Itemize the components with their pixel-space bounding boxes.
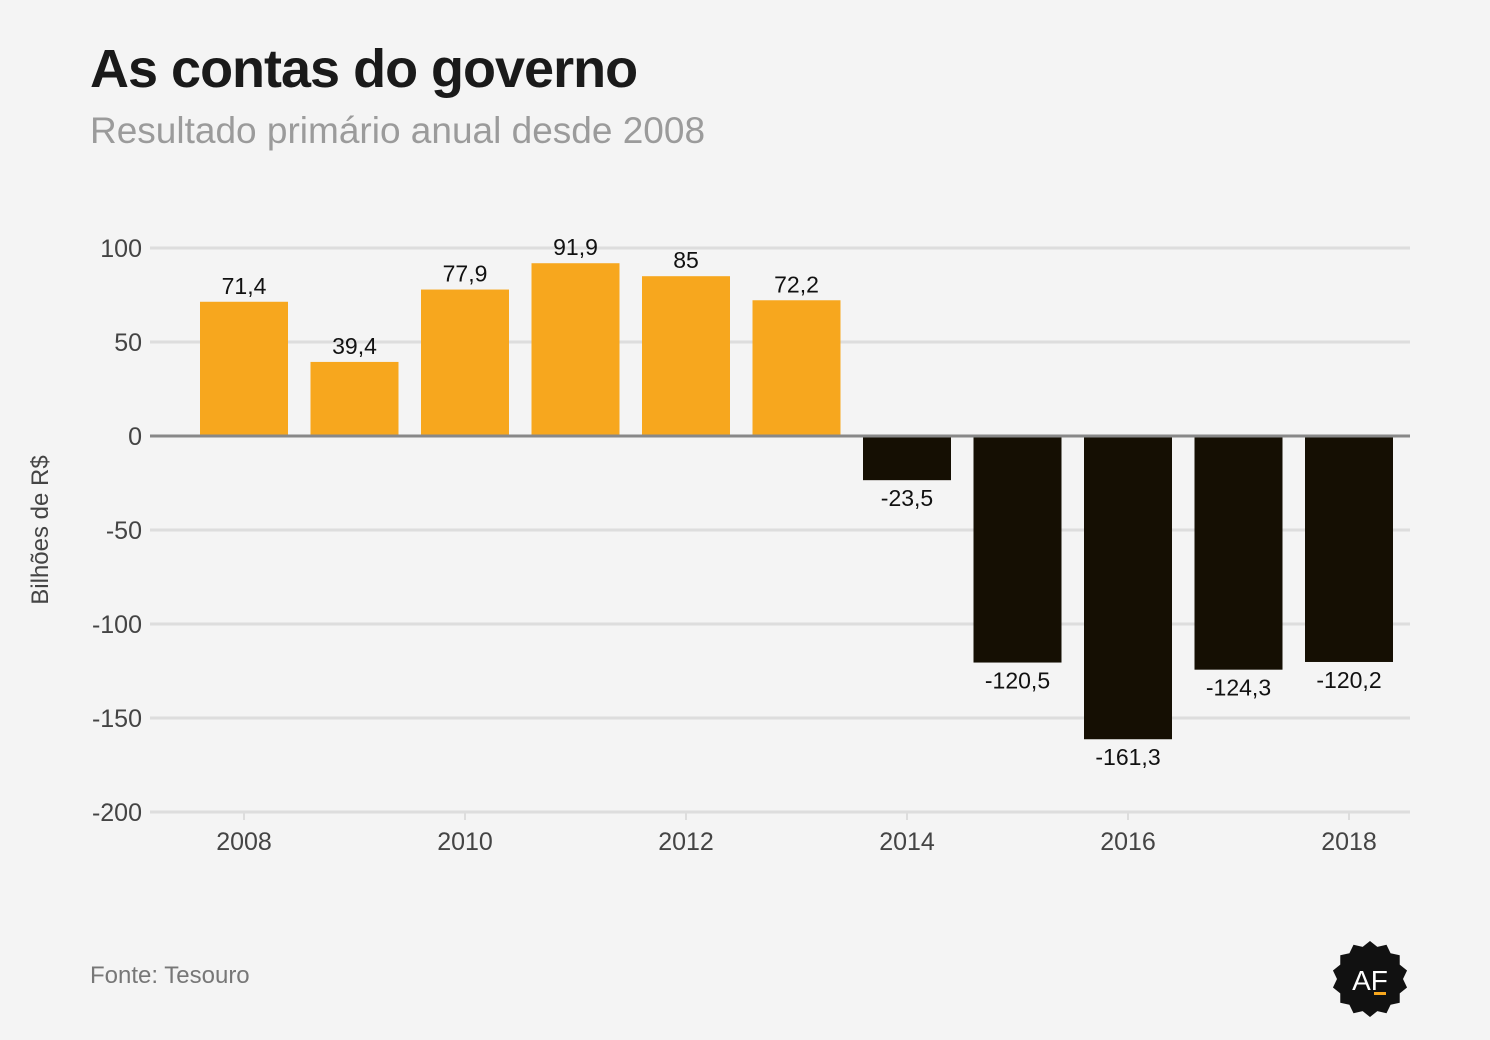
source-note: Fonte: Tesouro [90, 962, 250, 989]
data-labels: 71,4 39,4 77,9 91,9 85 72,2 -23,5 -120,5 -161,3 -… [222, 234, 1382, 770]
y-axis-label: Bilhões de R$ [27, 455, 54, 604]
x-tick-label: 2012 [658, 828, 714, 856]
bar [973, 436, 1062, 663]
bar [1194, 436, 1283, 670]
bar [421, 289, 509, 436]
x-tick-label: 2016 [1100, 828, 1156, 856]
bar [642, 276, 730, 436]
chart-subtitle: Resultado primário anual desde 2008 [90, 110, 706, 151]
seal-shape [1332, 941, 1408, 1017]
y-axis-ticks: 100 50 0 -50 -100 -150 -200 [92, 235, 142, 827]
bar [531, 263, 620, 436]
x-tick-label: 2010 [437, 828, 493, 856]
data-label: -120,2 [1316, 667, 1381, 693]
data-label: 85 [673, 247, 699, 273]
data-label: 72,2 [774, 271, 819, 297]
logo-accent [1374, 992, 1386, 995]
bar [1305, 436, 1393, 662]
data-label: 77,9 [443, 261, 488, 287]
data-label: -124,3 [1206, 675, 1271, 701]
y-tick-label: -100 [92, 611, 142, 639]
y-tick-label: 50 [114, 329, 142, 357]
data-label: -161,3 [1095, 744, 1160, 770]
data-label: 71,4 [222, 273, 267, 299]
data-label: 91,9 [553, 234, 598, 260]
data-label: -23,5 [881, 485, 933, 511]
af-seal-logo: AF [1330, 940, 1410, 1018]
data-label: -120,5 [985, 668, 1050, 694]
data-label: 39,4 [332, 333, 377, 359]
bar [310, 361, 399, 436]
y-tick-label: -150 [92, 705, 142, 733]
bar [200, 301, 288, 436]
x-axis-ticks: 2008 2010 2012 2014 2016 2018 [216, 812, 1377, 856]
bar [752, 300, 841, 436]
y-tick-label: -50 [106, 517, 142, 545]
y-tick-label: 0 [128, 423, 142, 451]
bar [1084, 436, 1172, 740]
y-tick-label: 100 [100, 235, 142, 263]
bars [200, 263, 1393, 740]
x-tick-label: 2018 [1321, 828, 1377, 856]
y-tick-label: -200 [92, 799, 142, 827]
chart-title: As contas do governo [90, 39, 638, 99]
x-tick-label: 2008 [216, 828, 272, 856]
x-tick-label: 2014 [879, 828, 935, 856]
logo-text: AF [1352, 965, 1388, 996]
bar [863, 436, 951, 481]
